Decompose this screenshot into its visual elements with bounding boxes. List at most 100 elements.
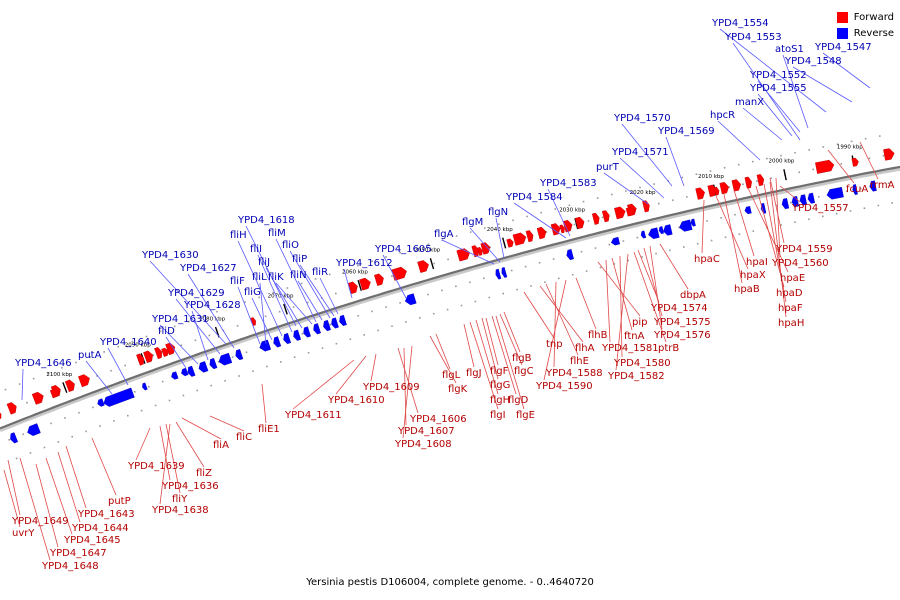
reverse-label-ypd4-1584: YPD4_1584 bbox=[505, 192, 563, 203]
track-dot bbox=[611, 193, 613, 196]
reverse-label-flif: fliF bbox=[230, 276, 245, 287]
leader-line bbox=[643, 247, 663, 317]
forward-label-flge: flgE bbox=[516, 410, 535, 421]
leader-line bbox=[523, 291, 555, 339]
reverse-gene-arrow bbox=[495, 268, 502, 280]
forward-label-hpad: hpaD bbox=[776, 288, 803, 299]
leader-line bbox=[382, 254, 407, 299]
reverse-label-ypd4-1548: YPD4_1548 bbox=[784, 56, 842, 67]
track-dot bbox=[194, 339, 197, 342]
forward-label-ypd4-1647: YPD4_1647 bbox=[49, 548, 107, 559]
track-dot bbox=[152, 354, 155, 357]
forward-label-fcua: fcuA bbox=[846, 184, 868, 195]
forward-label-ypd4-1608: YPD4_1608 bbox=[394, 439, 452, 450]
track-dot bbox=[371, 310, 373, 313]
leader-line bbox=[319, 277, 339, 315]
track-dot bbox=[469, 231, 472, 233]
forward-label-ypd4-1575: YPD4_1575 bbox=[653, 317, 711, 328]
track-dot bbox=[140, 409, 143, 412]
forward-gene-arrow bbox=[31, 391, 44, 405]
track-dot bbox=[4, 388, 7, 391]
leader-line bbox=[45, 457, 73, 535]
track-dot bbox=[601, 216, 604, 219]
leader-line bbox=[107, 347, 129, 386]
forward-label-ypd4-1645: YPD4_1645 bbox=[63, 535, 121, 546]
forward-gene-arrow bbox=[480, 242, 491, 255]
track-dot bbox=[391, 275, 393, 277]
leader-line bbox=[463, 323, 475, 368]
leader-line bbox=[402, 345, 413, 439]
track-dot bbox=[571, 273, 574, 276]
track-dot bbox=[812, 168, 814, 171]
track-dot bbox=[808, 149, 810, 151]
track-dot bbox=[96, 375, 98, 377]
leader-line bbox=[763, 183, 787, 303]
forward-label-ypd4-1643: YPD4_1643 bbox=[77, 509, 135, 520]
track-dot bbox=[776, 204, 778, 207]
track-dot bbox=[26, 401, 28, 404]
leader-line bbox=[732, 42, 801, 141]
reverse-label-ypd4-1583: YPD4_1583 bbox=[539, 178, 597, 189]
reverse-label-flij: fliJ bbox=[258, 257, 270, 268]
forward-gene-arrow bbox=[64, 379, 75, 393]
track-dot bbox=[89, 356, 91, 358]
leader-line bbox=[543, 279, 567, 381]
track-dot bbox=[161, 380, 164, 383]
track-dot bbox=[15, 457, 18, 460]
leader-line bbox=[792, 66, 853, 103]
forward-label-flha: flhA bbox=[575, 343, 595, 354]
forward-label-flia: fliA bbox=[213, 440, 229, 451]
leader-line bbox=[742, 107, 783, 141]
track-dot bbox=[864, 137, 867, 140]
leader-line bbox=[299, 264, 335, 317]
forward-gene-arrow bbox=[883, 148, 895, 161]
forward-label-ypd4-1581: YPD4_1581 bbox=[601, 343, 659, 354]
track-dot bbox=[124, 364, 126, 367]
leader-line bbox=[481, 317, 499, 380]
track-dot bbox=[180, 344, 183, 347]
reverse-gene-arrow bbox=[648, 227, 660, 240]
leader-line bbox=[782, 54, 809, 129]
track-dot bbox=[433, 262, 435, 265]
reverse-gene-arrow bbox=[799, 194, 808, 206]
forward-label-flgi: flgI bbox=[490, 410, 506, 421]
forward-label-fliy: fliY bbox=[172, 494, 188, 505]
scale-label: 2030 kbp bbox=[559, 208, 585, 214]
reverse-gene-arrow bbox=[209, 358, 218, 370]
track-dot bbox=[545, 231, 548, 233]
track-dot bbox=[780, 224, 782, 226]
reverse-label-ypd4-1628: YPD4_1628 bbox=[183, 300, 241, 311]
track-dot bbox=[447, 258, 449, 261]
track-dot bbox=[798, 171, 800, 174]
scale-tick bbox=[357, 279, 362, 291]
leader-line bbox=[575, 277, 597, 330]
reverse-gene-arrow bbox=[826, 186, 844, 200]
forward-label-hpax: hpaX bbox=[740, 270, 766, 281]
track-dot bbox=[455, 285, 457, 288]
track-dot bbox=[110, 369, 112, 372]
leader-line bbox=[237, 240, 283, 337]
track-dot bbox=[709, 170, 712, 172]
leader-line bbox=[397, 347, 419, 414]
forward-label-ypd4-1580: YPD4_1580 bbox=[613, 358, 671, 369]
track-dot bbox=[737, 163, 740, 166]
forward-label-flie1: fliE1 bbox=[258, 424, 280, 435]
track-dot bbox=[280, 361, 282, 363]
leader-line bbox=[261, 383, 267, 424]
leader-line bbox=[723, 193, 743, 284]
leader-line bbox=[757, 93, 793, 137]
forward-label-ypd4-1557: YPD4_1557 bbox=[791, 203, 849, 214]
reverse-label-ypd4-1646: YPD4_1646 bbox=[14, 358, 72, 369]
reverse-label-flil: fliL bbox=[252, 272, 267, 283]
genome-caption: Yersinia pestis D106004, complete genome… bbox=[306, 577, 594, 588]
forward-gene-arrow bbox=[601, 210, 610, 223]
forward-gene-arrow bbox=[695, 187, 705, 200]
track-dot bbox=[756, 180, 758, 182]
reverse-label-flid: fliD bbox=[158, 326, 175, 337]
track-dot bbox=[639, 186, 641, 189]
track-dot bbox=[71, 435, 73, 438]
leader-line bbox=[779, 185, 801, 203]
forward-gene-arrow bbox=[559, 224, 565, 234]
forward-label-ypd4-1636: YPD4_1636 bbox=[161, 481, 219, 492]
leader-line bbox=[292, 359, 355, 410]
